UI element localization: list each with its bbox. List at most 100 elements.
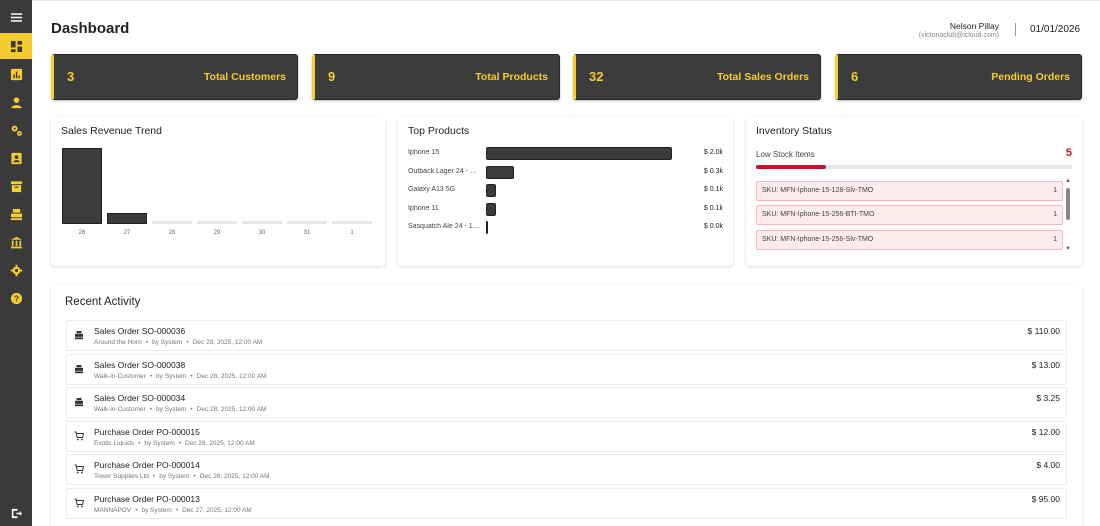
sidebar-item-products[interactable] xyxy=(0,117,32,143)
page-title: Dashboard xyxy=(51,20,130,37)
activity-meta: Exotic Liquids • by System • Dec 28, 2025, 1… xyxy=(94,440,255,447)
x-tick-label: 31 xyxy=(303,230,311,236)
separator-dot: • xyxy=(175,506,179,514)
activity-title: Sales Order SO-000034 xyxy=(94,393,186,403)
product-bar[interactable] xyxy=(486,184,496,197)
scroll-thumb[interactable] xyxy=(1066,188,1070,220)
product-bar[interactable] xyxy=(486,202,496,216)
product-label: Outback Lager 24 - … xyxy=(408,167,477,175)
low-stock-item[interactable]: SKU: MFN-Iphone-15-128-Slv-TMO 1 xyxy=(756,181,1063,201)
sku-label: SKU: MFN-Iphone-15-256-Slv-TMO xyxy=(762,236,874,243)
reports-icon xyxy=(10,68,22,80)
low-stock-progress-fill xyxy=(756,165,826,169)
sales-order-icon xyxy=(75,331,83,340)
activity-meta: Walk-in-Customer • by System • Dec 28, 2025,… xyxy=(94,373,266,380)
activity-date: Dec 28, 2025, 12:00 AM xyxy=(196,406,267,413)
sidebar-item-customers[interactable] xyxy=(0,89,32,115)
product-label: Iphone 11 xyxy=(408,204,439,212)
activity-date: Dec 28, 2025, 12:00 AM xyxy=(185,439,255,447)
purchase-order-icon xyxy=(74,498,84,507)
activity-meta: Tower Supplies Ltd • by System • Dec 28, 202… xyxy=(94,473,270,480)
menu-button[interactable] xyxy=(0,4,32,30)
product-bar[interactable] xyxy=(486,147,672,160)
separator-dot: • xyxy=(186,339,189,346)
sidebar-item-settings[interactable] xyxy=(0,257,32,283)
product-bar[interactable] xyxy=(486,165,514,179)
revenue-bar[interactable] xyxy=(242,221,282,224)
activity-title: Purchase Order PO-000015 xyxy=(94,426,200,437)
product-value: $ 0.3k xyxy=(703,167,723,175)
low-stock-scrollbar[interactable]: ▲ ▼ xyxy=(1065,178,1071,252)
customers-icon xyxy=(10,96,22,108)
activity-row[interactable]: Sales Order SO-000036 Around the Horn • by … xyxy=(66,320,1067,351)
product-label: Iphone 15 xyxy=(408,149,440,156)
activity-row[interactable]: Sales Order SO-000034 Walk-in-Customer • by… xyxy=(66,387,1067,418)
stat-value: 32 xyxy=(589,69,604,84)
revenue-bar[interactable] xyxy=(287,221,327,224)
product-value: $ 0.1k xyxy=(703,186,723,193)
activity-row[interactable]: Purchase Order PO-000014 Tower Supplies L… xyxy=(66,454,1067,485)
activity-meta: Walk-in-Customer • by System • Dec 28, 2025,… xyxy=(94,406,266,413)
low-stock-list[interactable]: SKU: MFN-Iphone-15-128-Slv-TMO 1 SKU: MF… xyxy=(756,178,1063,251)
stat-card-products[interactable]: 9 Total Products xyxy=(312,54,560,100)
separator-dot: • xyxy=(149,372,153,380)
sku-qty: 1 xyxy=(1053,187,1057,194)
product-bar[interactable] xyxy=(486,221,488,234)
activity-title: Sales Order SO-000036 xyxy=(94,326,186,336)
sku-qty: 1 xyxy=(1053,236,1057,243)
revenue-bar[interactable] xyxy=(332,221,372,224)
separator-dot: • xyxy=(152,473,156,480)
activity-meta: Around the Horn • by System • Dec 28, 2025, … xyxy=(94,339,262,346)
activity-party: Walk-in-Customer xyxy=(94,406,146,413)
stat-value: 6 xyxy=(851,69,859,84)
bank-icon xyxy=(10,236,22,248)
inventory-status-panel: Inventory Status Low Stock Items 5 SKU: … xyxy=(746,117,1082,266)
separator-dot: • xyxy=(178,439,182,447)
sidebar-item-banking[interactable] xyxy=(0,229,32,255)
user-email: (victoriaclub@icloud.com) xyxy=(918,32,999,39)
sidebar-item-sales[interactable] xyxy=(0,201,32,227)
activity-party: Exotic Liquids xyxy=(94,439,135,447)
revenue-bar[interactable] xyxy=(107,213,147,224)
activity-date: Dec 28, 2025, 12:00 AM xyxy=(196,372,267,380)
low-stock-progress xyxy=(756,165,1072,169)
activity-row[interactable]: Purchase Order PO-000013 MANNAPOV • by Syst… xyxy=(66,487,1067,519)
x-tick-label: 29 xyxy=(213,230,221,236)
activity-amount: $ 95.00 xyxy=(1031,493,1060,504)
stat-card-customers[interactable]: 3 Total Customers xyxy=(51,54,298,100)
stat-value: 9 xyxy=(328,69,336,84)
stat-card-sales-orders[interactable]: 32 Total Sales Orders xyxy=(573,54,821,100)
activity-row[interactable]: Sales Order SO-000038 Walk-in-Customer • by… xyxy=(66,353,1067,385)
help-icon: ? xyxy=(10,292,22,304)
main-content: Dashboard Nelson Pillay (victoriaclub@ic… xyxy=(32,0,1100,526)
sidebar-item-reports[interactable] xyxy=(0,61,32,87)
x-tick-label: 30 xyxy=(258,230,266,236)
settings-icon xyxy=(10,264,22,276)
logout-icon xyxy=(11,508,22,518)
activity-amount: $ 110.00 xyxy=(1027,326,1060,336)
contacts-icon xyxy=(10,152,22,164)
revenue-bar[interactable] xyxy=(152,221,192,224)
scroll-up-icon[interactable]: ▲ xyxy=(1065,178,1071,184)
sales-icon xyxy=(10,208,22,220)
menu-icon xyxy=(10,12,22,22)
low-stock-item[interactable]: SKU: MFN-Iphone-15-256-BTI-TMO 1 xyxy=(756,205,1063,225)
low-stock-item[interactable]: SKU: MFN-Iphone-15-256-Slv-TMO 1 xyxy=(756,230,1063,250)
stat-card-pending-orders[interactable]: 6 Pending Orders xyxy=(835,54,1082,100)
stat-label: Total Sales Orders xyxy=(716,71,809,83)
user-info[interactable]: Nelson Pillay (victoriaclub@icloud.com) xyxy=(919,21,999,39)
logout-button[interactable] xyxy=(0,500,32,526)
sidebar-item-inventory[interactable] xyxy=(0,173,32,199)
scroll-down-icon[interactable]: ▼ xyxy=(1065,246,1071,252)
activity-row[interactable]: Purchase Order PO-000015 Exotic Liquids • b… xyxy=(66,420,1067,452)
stat-label: Total Products xyxy=(475,71,548,83)
svg-text:?: ? xyxy=(13,293,18,303)
revenue-bar[interactable] xyxy=(62,147,102,224)
sidebar-item-help[interactable]: ? xyxy=(0,285,32,311)
sidebar-item-dashboard[interactable] xyxy=(0,33,32,59)
revenue-bar[interactable] xyxy=(197,221,237,224)
activity-title: Sales Order SO-000038 xyxy=(94,359,186,370)
sidebar-item-contacts[interactable] xyxy=(0,145,32,171)
activity-title: Purchase Order PO-000014 xyxy=(94,460,200,470)
activity-author: by System xyxy=(141,506,172,514)
